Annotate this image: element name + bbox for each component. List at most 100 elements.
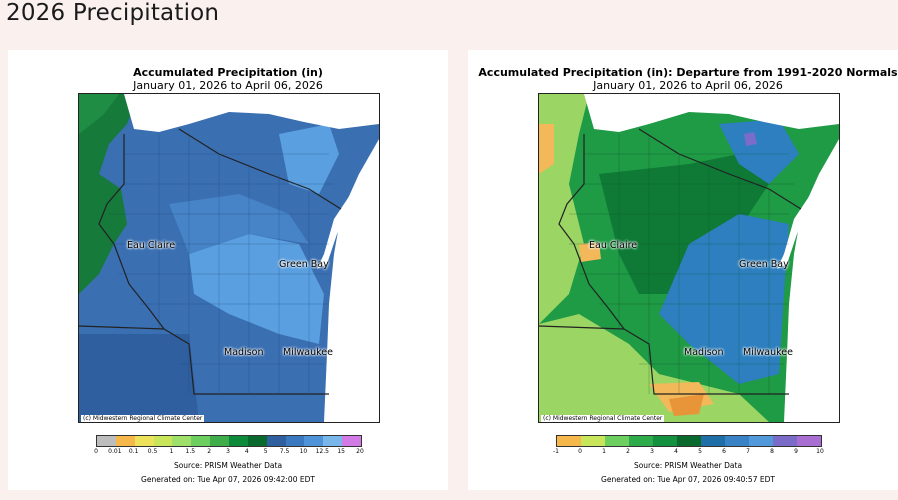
legend-swatch [115, 436, 135, 446]
legend-swatch [342, 436, 362, 446]
legend-tick: 10 [299, 448, 308, 455]
legend-swatch [153, 436, 173, 446]
legend-swatch [557, 436, 581, 446]
legend-swatch [247, 436, 267, 446]
blue-east-region [659, 214, 789, 384]
green-bay-inlet [777, 189, 814, 269]
legend-swatch [304, 436, 324, 446]
legend-swatch [773, 436, 797, 446]
departure-map-panel: Accumulated Precipitation (in): Departur… [468, 50, 898, 490]
orange-patch-west [539, 124, 554, 174]
departure-map-graphic [539, 94, 839, 422]
legend-tick: 0.5 [147, 448, 158, 455]
city-label-milwaukee: Milwaukee [283, 347, 333, 358]
legend-swatch [134, 436, 154, 446]
legend-swatch [749, 436, 773, 446]
county-lines [569, 134, 794, 394]
light-blue-band [189, 234, 324, 344]
map-title: Accumulated Precipitation (in): Departur… [478, 66, 898, 79]
legend-tick: 5 [698, 448, 702, 455]
legend-tick: 3 [650, 448, 654, 455]
dark-green-band [599, 154, 769, 294]
legend-swatch [229, 436, 248, 446]
state-border-wi-mn [98, 134, 165, 330]
color-legend [556, 435, 822, 447]
legend-tick: 2 [626, 448, 630, 455]
city-label-milwaukee: Milwaukee [743, 347, 793, 358]
legend-tick: 0.1 [128, 448, 139, 455]
state-border-wi-mn [558, 134, 625, 330]
lake-michigan [324, 139, 379, 422]
dark-blue-south [79, 334, 199, 422]
blue-northeast-region [719, 119, 799, 184]
legend-tick: -1 [553, 448, 559, 455]
map-date-range: January 01, 2026 to April 06, 2026 [133, 79, 323, 92]
state-border-wi-mi [178, 128, 342, 210]
legend-swatch [581, 436, 605, 446]
legend-swatch [797, 436, 821, 446]
legend-tick: 0 [578, 448, 582, 455]
city-label-green-bay: Green Bay [739, 259, 789, 270]
city-label-eau-claire: Eau Claire [127, 240, 176, 251]
legend-tick: 3 [226, 448, 230, 455]
city-label-madison: Madison [224, 347, 264, 358]
map-date-range: January 01, 2026 to April 06, 2026 [593, 79, 783, 92]
green-bay-inlet [317, 189, 354, 269]
green-west-region [79, 94, 139, 294]
legend-tick: 12.5 [315, 448, 329, 455]
data-source: Source: PRISM Weather Data [173, 461, 283, 470]
legend-tick: 1 [169, 448, 174, 455]
orange-patch-eau-claire [579, 242, 601, 262]
legend-tick: 7.5 [279, 448, 290, 455]
legend-tick-labels: -1 0 1 2 3 4 5 6 7 8 9 10 [553, 448, 824, 458]
legend-tick: 6 [722, 448, 726, 455]
legend-tick: 0 [94, 448, 98, 455]
precip-map: Eau Claire Green Bay Madison Milwaukee (… [78, 93, 380, 423]
legend-tick: 4 [674, 448, 678, 455]
state-border-wi-mi [638, 128, 802, 210]
lake-superior [124, 94, 379, 132]
light-blue-northeast [279, 124, 339, 194]
green-patch-north [79, 94, 119, 134]
legend-swatch [97, 436, 116, 446]
legend-swatch [285, 436, 305, 446]
legend-tick: 20 [356, 448, 364, 455]
map-credit: (c) Midwestern Regional Climate Center [541, 415, 665, 422]
legend-tick: 9 [794, 448, 798, 455]
legend-swatch [725, 436, 749, 446]
legend-swatch [191, 436, 211, 446]
orange-patch-southeast [669, 394, 704, 416]
legend-tick: 15 [337, 448, 345, 455]
legend-swatch [629, 436, 653, 446]
map-title: Accumulated Precipitation (in) [133, 66, 323, 79]
legend-tick: 1.5 [185, 448, 196, 455]
lake-superior [584, 94, 839, 132]
legend-swatch [701, 436, 725, 446]
city-label-eau-claire: Eau Claire [589, 240, 638, 251]
data-source: Source: PRISM Weather Data [633, 461, 743, 470]
departure-map: Eau Claire Green Bay Madison Milwaukee (… [538, 93, 840, 423]
legend-tick: 5 [263, 448, 268, 455]
precip-map-panel: Accumulated Precipitation (in) January 0… [8, 50, 448, 490]
legend-swatch [210, 436, 230, 446]
legend-swatch [605, 436, 629, 446]
legend-swatch [323, 436, 343, 446]
light-green-south [539, 314, 769, 422]
legend-swatch [266, 436, 286, 446]
county-lines [109, 134, 334, 394]
city-label-green-bay: Green Bay [279, 259, 329, 270]
city-label-madison: Madison [684, 347, 724, 358]
legend-swatch [653, 436, 677, 446]
legend-tick: 7 [746, 448, 750, 455]
legend-tick: 2 [207, 448, 212, 455]
legend-tick-labels: 0 0.01 0.1 0.5 1 1.5 2 3 4 5 7.5 10 12.5 15 20 [94, 448, 364, 458]
legend-swatch [172, 436, 192, 446]
color-legend [96, 435, 362, 447]
legend-tick: 8 [770, 448, 774, 455]
legend-swatch [677, 436, 701, 446]
precip-map-graphic [79, 94, 379, 422]
generated-timestamp: Generated on: Tue Apr 07, 2026 09:42:00 … [141, 475, 315, 484]
legend-tick: 10 [816, 448, 824, 455]
lake-michigan [784, 139, 839, 422]
legend-tick: 0.01 [108, 448, 122, 455]
